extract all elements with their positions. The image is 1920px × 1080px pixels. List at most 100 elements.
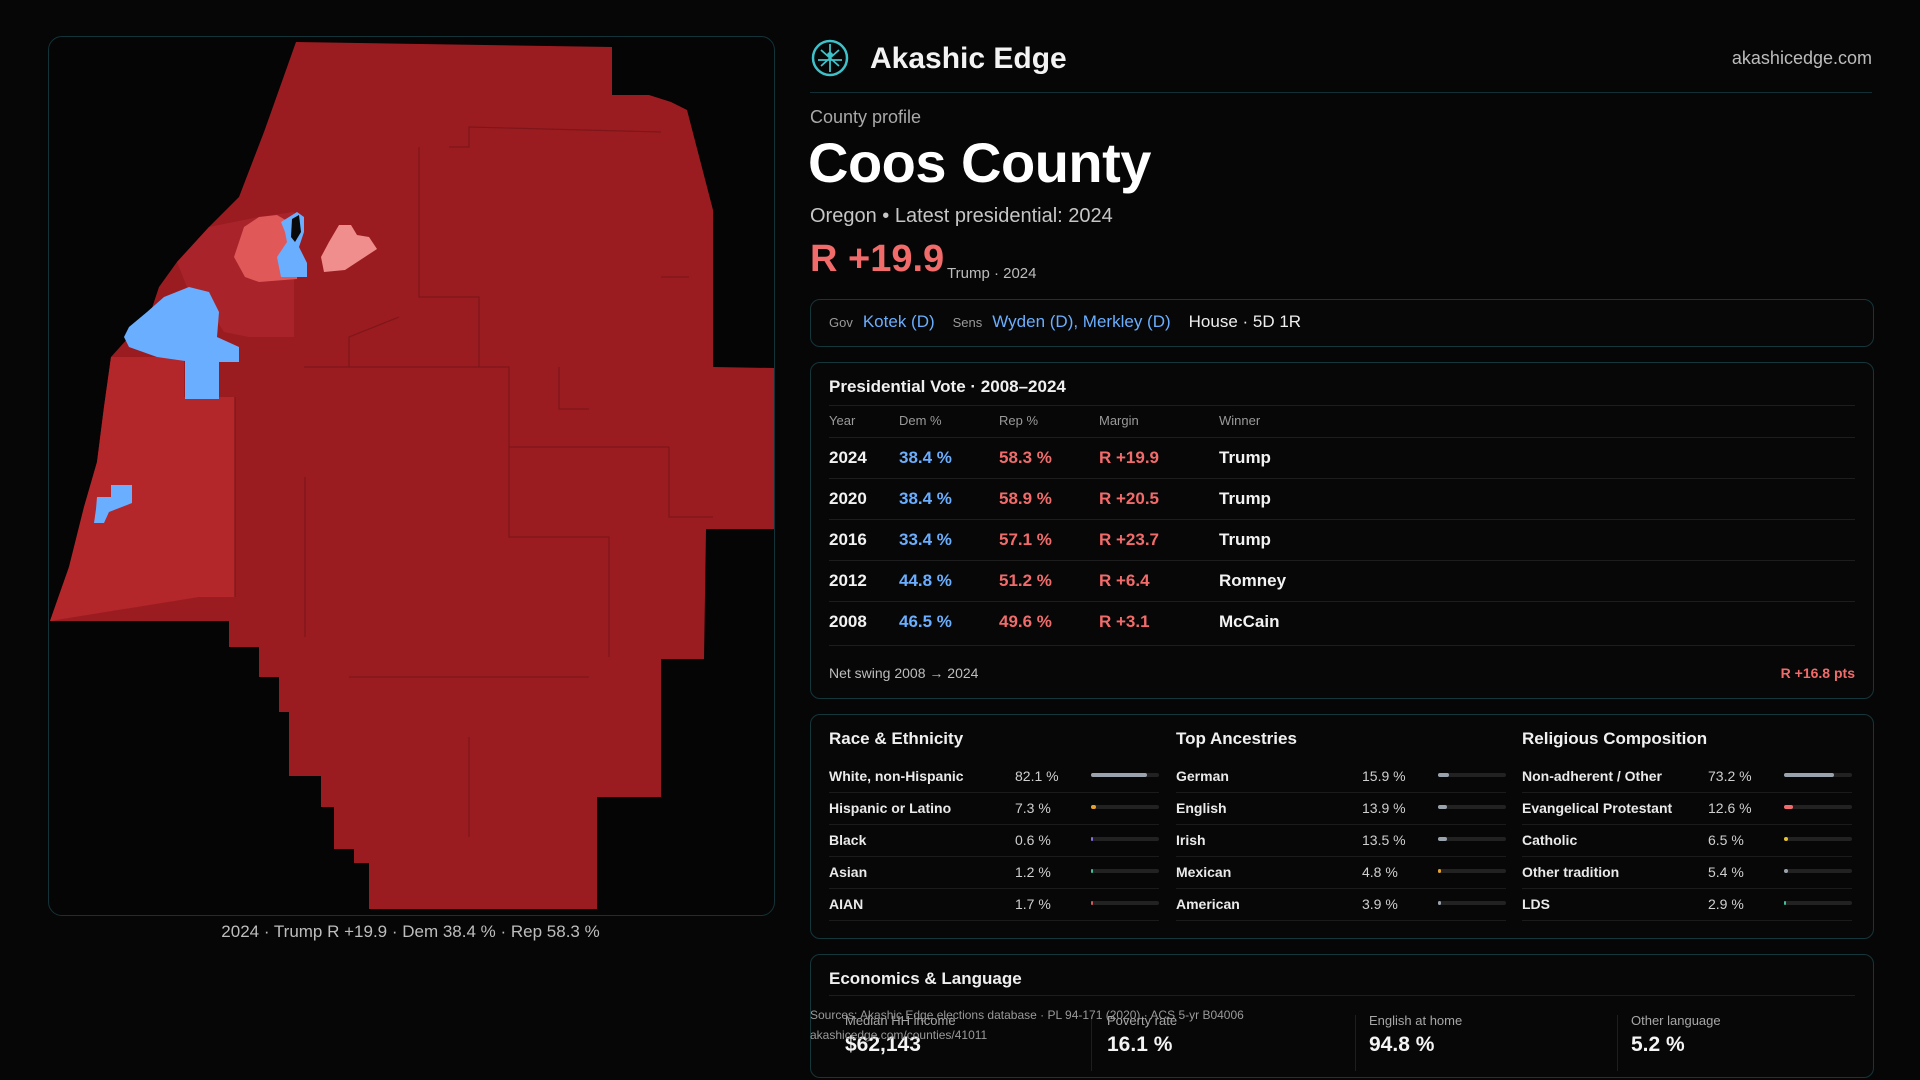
county-map[interactable]: [48, 36, 775, 916]
table-row[interactable]: 2012 44.8 % 51.2 % R +6.4 Romney: [829, 560, 1855, 602]
row-winner: Trump: [1219, 489, 1271, 508]
demographic-bar-fill: [1784, 773, 1834, 777]
latest-margin: R +19.9: [810, 238, 945, 280]
demographic-value: 4.8 %: [1362, 864, 1398, 880]
ancestry-column: Top Ancestries German 15.9 % English 13.9 %…: [1176, 715, 1506, 938]
row-year: 2024: [829, 448, 867, 467]
demographic-bar-fill: [1438, 805, 1448, 809]
demographic-label: White, non-Hispanic: [829, 768, 964, 784]
demographic-label: Hispanic or Latino: [829, 800, 952, 816]
precinct-map-svg: [50, 42, 774, 909]
divider: [1355, 1015, 1356, 1071]
demographic-value: 0.6 %: [1015, 832, 1051, 848]
row-rep: 58.3 %: [999, 448, 1052, 467]
demographic-row[interactable]: Irish 13.5 %: [1176, 824, 1506, 857]
demographic-label: Non-adherent / Other: [1522, 768, 1663, 784]
site-link[interactable]: akashicedge.com: [1731, 48, 1872, 68]
demographic-label: Other tradition: [1522, 864, 1620, 880]
akashic-logo-icon[interactable]: [810, 38, 850, 78]
col-header-winner: Winner: [1219, 413, 1261, 428]
econ-label: Poverty rate: [1107, 1013, 1178, 1028]
demographic-row[interactable]: White, non-Hispanic 82.1 %: [829, 760, 1159, 793]
demographic-row[interactable]: AIAN 1.7 %: [829, 888, 1159, 921]
precinct-dem-small[interactable]: [94, 485, 132, 523]
demographic-label: Asian: [829, 864, 868, 880]
demographic-label: Black: [829, 832, 867, 848]
row-margin: R +6.4: [1099, 571, 1150, 590]
precinct-north-dem-dark: [291, 215, 301, 242]
demographic-value: 82.1 %: [1015, 768, 1059, 784]
demographic-value: 13.9 %: [1362, 800, 1406, 816]
row-rep: 58.9 %: [999, 489, 1052, 508]
divider: [829, 405, 1855, 406]
demographic-value: 13.5 %: [1362, 832, 1406, 848]
econ-value: 16.1 %: [1107, 1033, 1173, 1056]
demographic-row[interactable]: Catholic 6.5 %: [1522, 824, 1852, 857]
demographic-value: 7.3 %: [1015, 800, 1051, 816]
demographics-card: Race & Ethnicity White, non-Hispanic 82.1…: [810, 714, 1874, 939]
demographic-row[interactable]: English 13.9 %: [1176, 792, 1506, 825]
governor-name[interactable]: Kotek (D): [862, 312, 935, 331]
row-year: 2008: [829, 612, 867, 631]
row-dem: 33.4 %: [899, 530, 952, 549]
demographic-label: Irish: [1176, 832, 1206, 848]
demographic-row[interactable]: Black 0.6 %: [829, 824, 1159, 857]
demographic-row[interactable]: Asian 1.2 %: [829, 856, 1159, 889]
col-header-rep: Rep %: [999, 413, 1039, 428]
demographic-bar-fill: [1091, 773, 1147, 777]
demographic-bar-fill: [1438, 773, 1449, 777]
demographic-bar-fill: [1784, 869, 1788, 873]
demographic-bar: [1784, 869, 1852, 873]
religion-title: Religious Composition: [1522, 729, 1708, 748]
economics-card: Economics & Language Median HH income $6…: [810, 954, 1874, 1078]
demographic-label: LDS: [1522, 896, 1550, 912]
demographic-row[interactable]: German 15.9 %: [1176, 760, 1506, 793]
demographic-row[interactable]: Evangelical Protestant 12.6 %: [1522, 792, 1852, 825]
senators-names[interactable]: Wyden (D), Merkley (D): [992, 312, 1171, 331]
demographic-label: Catholic: [1522, 832, 1578, 848]
demographic-bar: [1438, 773, 1506, 777]
sources-line: Sources: Akashic Edge elections database…: [810, 1008, 1244, 1022]
demographic-bar-fill: [1784, 837, 1789, 841]
sens-label: Sens: [952, 315, 983, 330]
demographic-label: Evangelical Protestant: [1522, 800, 1673, 816]
demographic-row[interactable]: Hispanic or Latino 7.3 %: [829, 792, 1159, 825]
divider: [1091, 1015, 1092, 1071]
demographic-bar-fill: [1091, 901, 1094, 905]
demographic-bar: [1784, 901, 1852, 905]
house-delegation: House · 5D 1R: [1188, 312, 1302, 331]
demographic-value: 12.6 %: [1708, 800, 1752, 816]
precinct-north-lighter[interactable]: [321, 225, 377, 272]
demographic-bar-fill: [1438, 901, 1441, 905]
demographic-row[interactable]: LDS 2.9 %: [1522, 888, 1852, 921]
row-dem: 38.4 %: [899, 489, 952, 508]
precinct-dem-large[interactable]: [124, 287, 239, 399]
table-row[interactable]: 2016 33.4 % 57.1 % R +23.7 Trump: [829, 519, 1855, 561]
demographic-bar: [1091, 773, 1159, 777]
demographic-row[interactable]: American 3.9 %: [1176, 888, 1506, 921]
presidential-table-card: Presidential Vote · 2008–2024 Year Dem %…: [810, 362, 1874, 699]
demographic-row[interactable]: Mexican 4.8 %: [1176, 856, 1506, 889]
demographic-value: 6.5 %: [1708, 832, 1744, 848]
row-winner: McCain: [1219, 612, 1280, 631]
demographic-row[interactable]: Other tradition 5.4 %: [1522, 856, 1852, 889]
table-row[interactable]: 2020 38.4 % 58.9 % R +20.5 Trump: [829, 478, 1855, 520]
county-url[interactable]: akashicedge.com/counties/41011: [810, 1028, 988, 1042]
demographic-value: 1.2 %: [1015, 864, 1051, 880]
presidential-table-title: Presidential Vote · 2008–2024: [829, 377, 1066, 396]
demographic-row[interactable]: Non-adherent / Other 73.2 %: [1522, 760, 1852, 793]
demographic-label: German: [1176, 768, 1229, 784]
demographic-bar: [1438, 869, 1506, 873]
officials-bar: Gov Kotek (D) Sens Wyden (D), Merkley (D…: [810, 299, 1874, 347]
row-winner: Trump: [1219, 530, 1271, 549]
table-row[interactable]: 2024 38.4 % 58.3 % R +19.9 Trump: [829, 437, 1855, 479]
demographic-label: AIAN: [829, 896, 864, 912]
demographic-bar-fill: [1091, 837, 1094, 841]
row-rep: 57.1 %: [999, 530, 1052, 549]
precinct-coast-south[interactable]: [50, 357, 235, 621]
net-swing-label: Net swing 2008 → 2024: [829, 665, 979, 681]
row-margin: R +3.1: [1099, 612, 1150, 631]
brand-name[interactable]: Akashic Edge: [870, 42, 1067, 75]
table-row[interactable]: 2008 46.5 % 49.6 % R +3.1 McCain: [829, 601, 1855, 643]
row-dem: 44.8 %: [899, 571, 952, 590]
